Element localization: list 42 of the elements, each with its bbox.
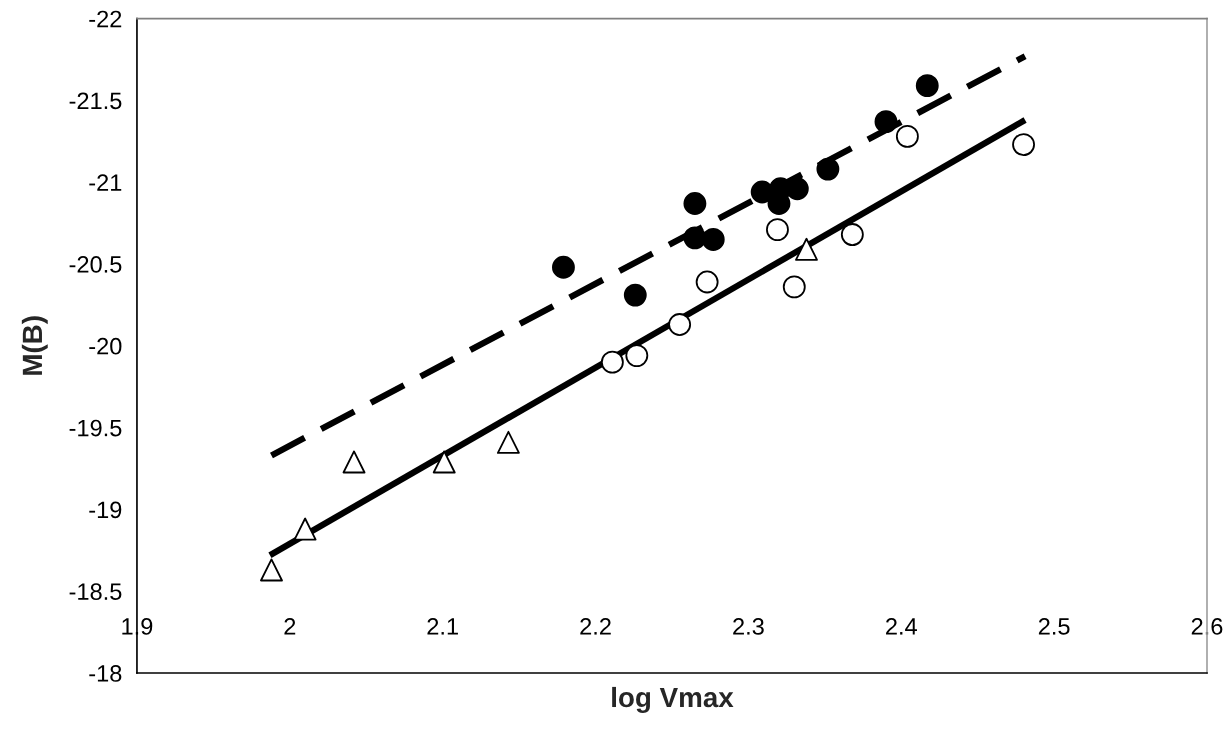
x-tick-label: 2.3 (733, 618, 764, 635)
point (260, 558, 283, 582)
x-tick-label: 2.6 (1191, 618, 1223, 635)
point (600, 350, 624, 374)
point (432, 450, 456, 474)
point (683, 192, 707, 215)
point (623, 283, 647, 307)
y-tick-label: -18.5 (69, 583, 122, 600)
y-tick-label: -20.5 (69, 256, 122, 273)
y-tick-label: -19.5 (69, 419, 122, 437)
x-tick-label: 2.4 (886, 618, 917, 635)
x-tick-label: 2.5 (1038, 618, 1070, 635)
point (683, 226, 707, 250)
y-tick-label: -20 (89, 337, 122, 355)
point (766, 218, 789, 242)
point (625, 344, 649, 368)
y-tick-label: -19 (89, 501, 122, 519)
y-tick-label: -18 (89, 665, 122, 682)
point (915, 74, 939, 98)
point (874, 110, 898, 134)
point (840, 223, 864, 246)
y-axis-title: M(B) (21, 316, 48, 375)
y-tick-label: -21.5 (69, 92, 122, 110)
x-tick-label: 2 (284, 618, 296, 635)
point (895, 124, 919, 148)
point (496, 430, 520, 454)
x-tick-label: 2.2 (580, 618, 611, 635)
point (816, 157, 840, 181)
point (552, 255, 575, 279)
point (795, 237, 818, 261)
point (782, 275, 806, 299)
point (1012, 133, 1035, 157)
point (695, 270, 719, 294)
point (701, 228, 725, 251)
x-tick-label: 2.1 (427, 618, 458, 635)
point (785, 177, 809, 201)
point (668, 313, 692, 336)
point (342, 450, 366, 474)
y-tick-label: -22 (89, 10, 122, 28)
y-tick-label: -21 (89, 174, 122, 191)
point (293, 517, 317, 541)
x-axis-title: log Vmax (612, 686, 734, 713)
